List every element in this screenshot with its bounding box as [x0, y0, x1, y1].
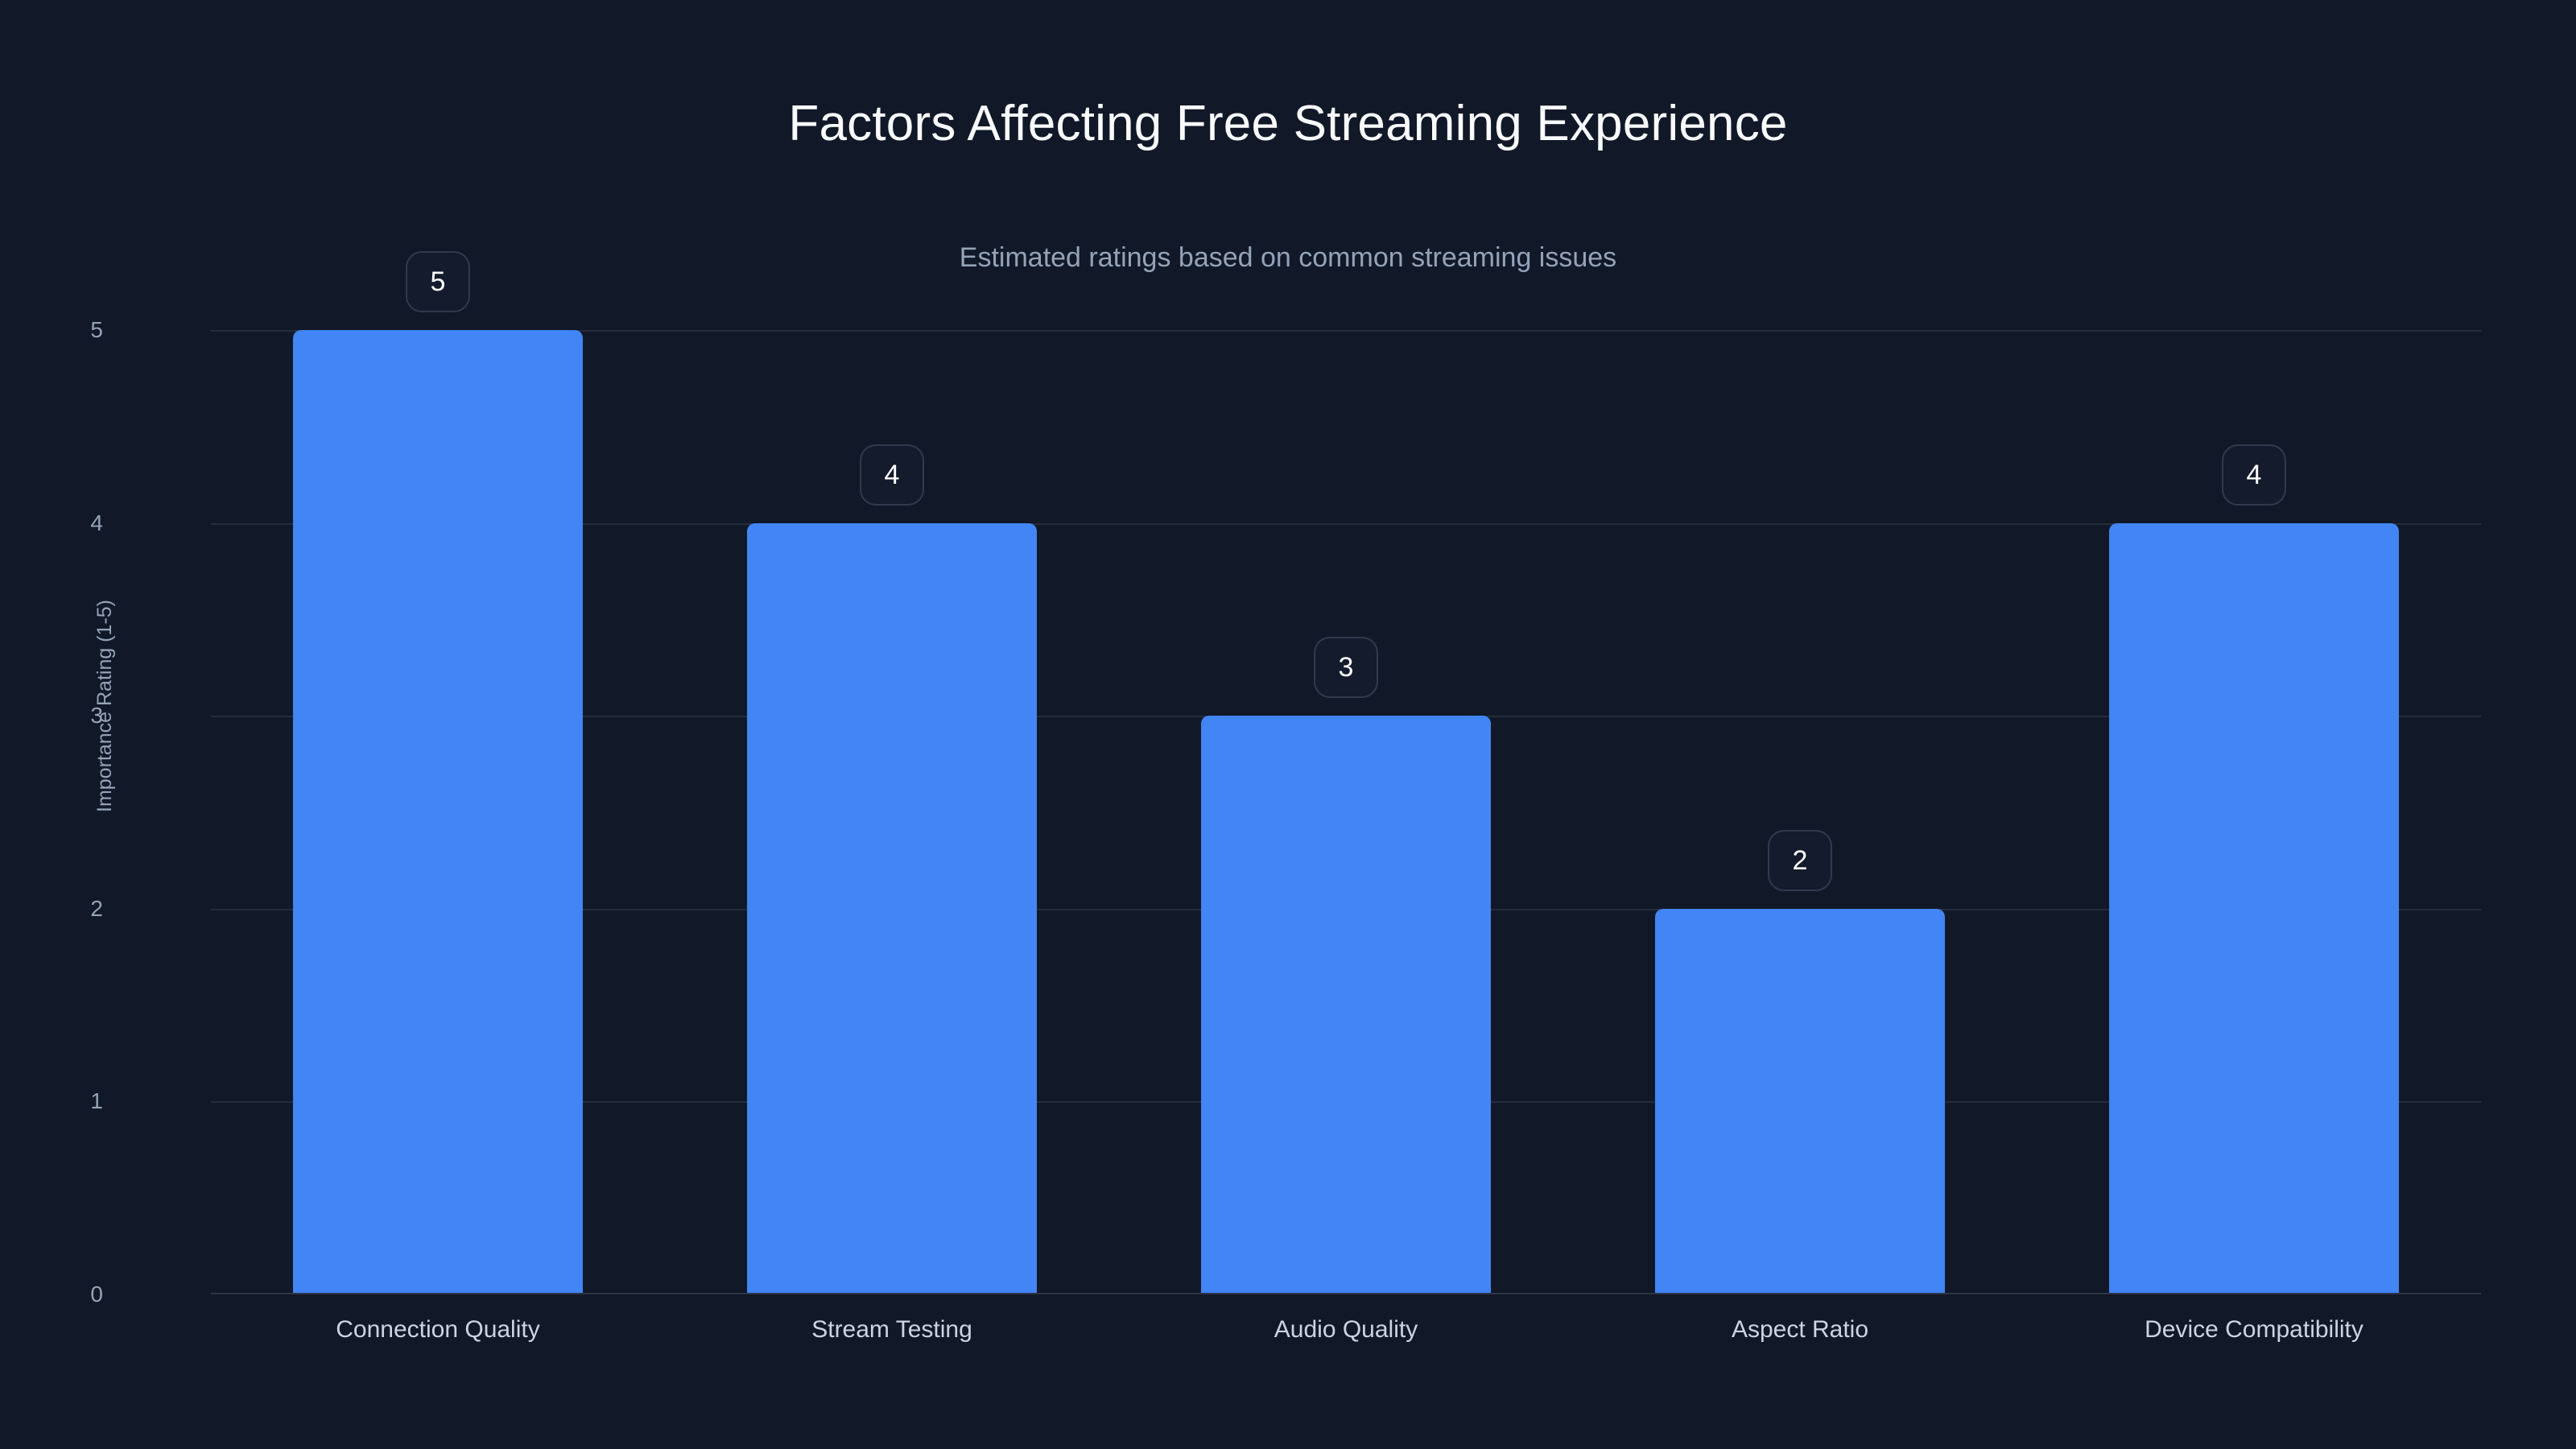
bar[interactable]	[747, 522, 1037, 1294]
bar-value-badge: 2	[1768, 829, 1832, 891]
bar-value-badge: 5	[406, 251, 470, 312]
bar-value-badge: 4	[2222, 444, 2286, 506]
y-axis-tick-label: 1	[90, 1088, 103, 1114]
bar-value-badge: 3	[1314, 637, 1378, 699]
gridline	[211, 522, 2481, 525]
bar[interactable]	[2109, 522, 2399, 1294]
plot-area	[211, 330, 2481, 1294]
y-axis-tick-label: 4	[90, 510, 103, 535]
x-axis-tick-label: Aspect Ratio	[1731, 1316, 1869, 1343]
x-axis-tick-label: Connection Quality	[336, 1316, 540, 1343]
y-axis-tick-label: 2	[90, 895, 103, 921]
chart-title: Factors Affecting Free Streaming Experie…	[788, 96, 1788, 151]
gridline	[211, 330, 2481, 332]
x-axis-tick-label: Stream Testing	[811, 1316, 972, 1343]
bar[interactable]	[293, 330, 583, 1294]
bar[interactable]	[1201, 716, 1491, 1294]
chart-subtitle: Estimated ratings based on common stream…	[959, 242, 1617, 273]
bar-value-badge: 4	[860, 444, 924, 506]
x-axis-line	[211, 1293, 2481, 1294]
x-axis-tick-label: Audio Quality	[1274, 1316, 1418, 1343]
x-axis-tick-label: Device Compatibility	[2145, 1316, 2363, 1343]
y-axis-tick-label: 3	[90, 703, 103, 729]
bar[interactable]	[1655, 908, 1945, 1294]
y-axis-tick-label: 5	[90, 317, 103, 342]
y-axis-tick-label: 0	[90, 1282, 103, 1307]
